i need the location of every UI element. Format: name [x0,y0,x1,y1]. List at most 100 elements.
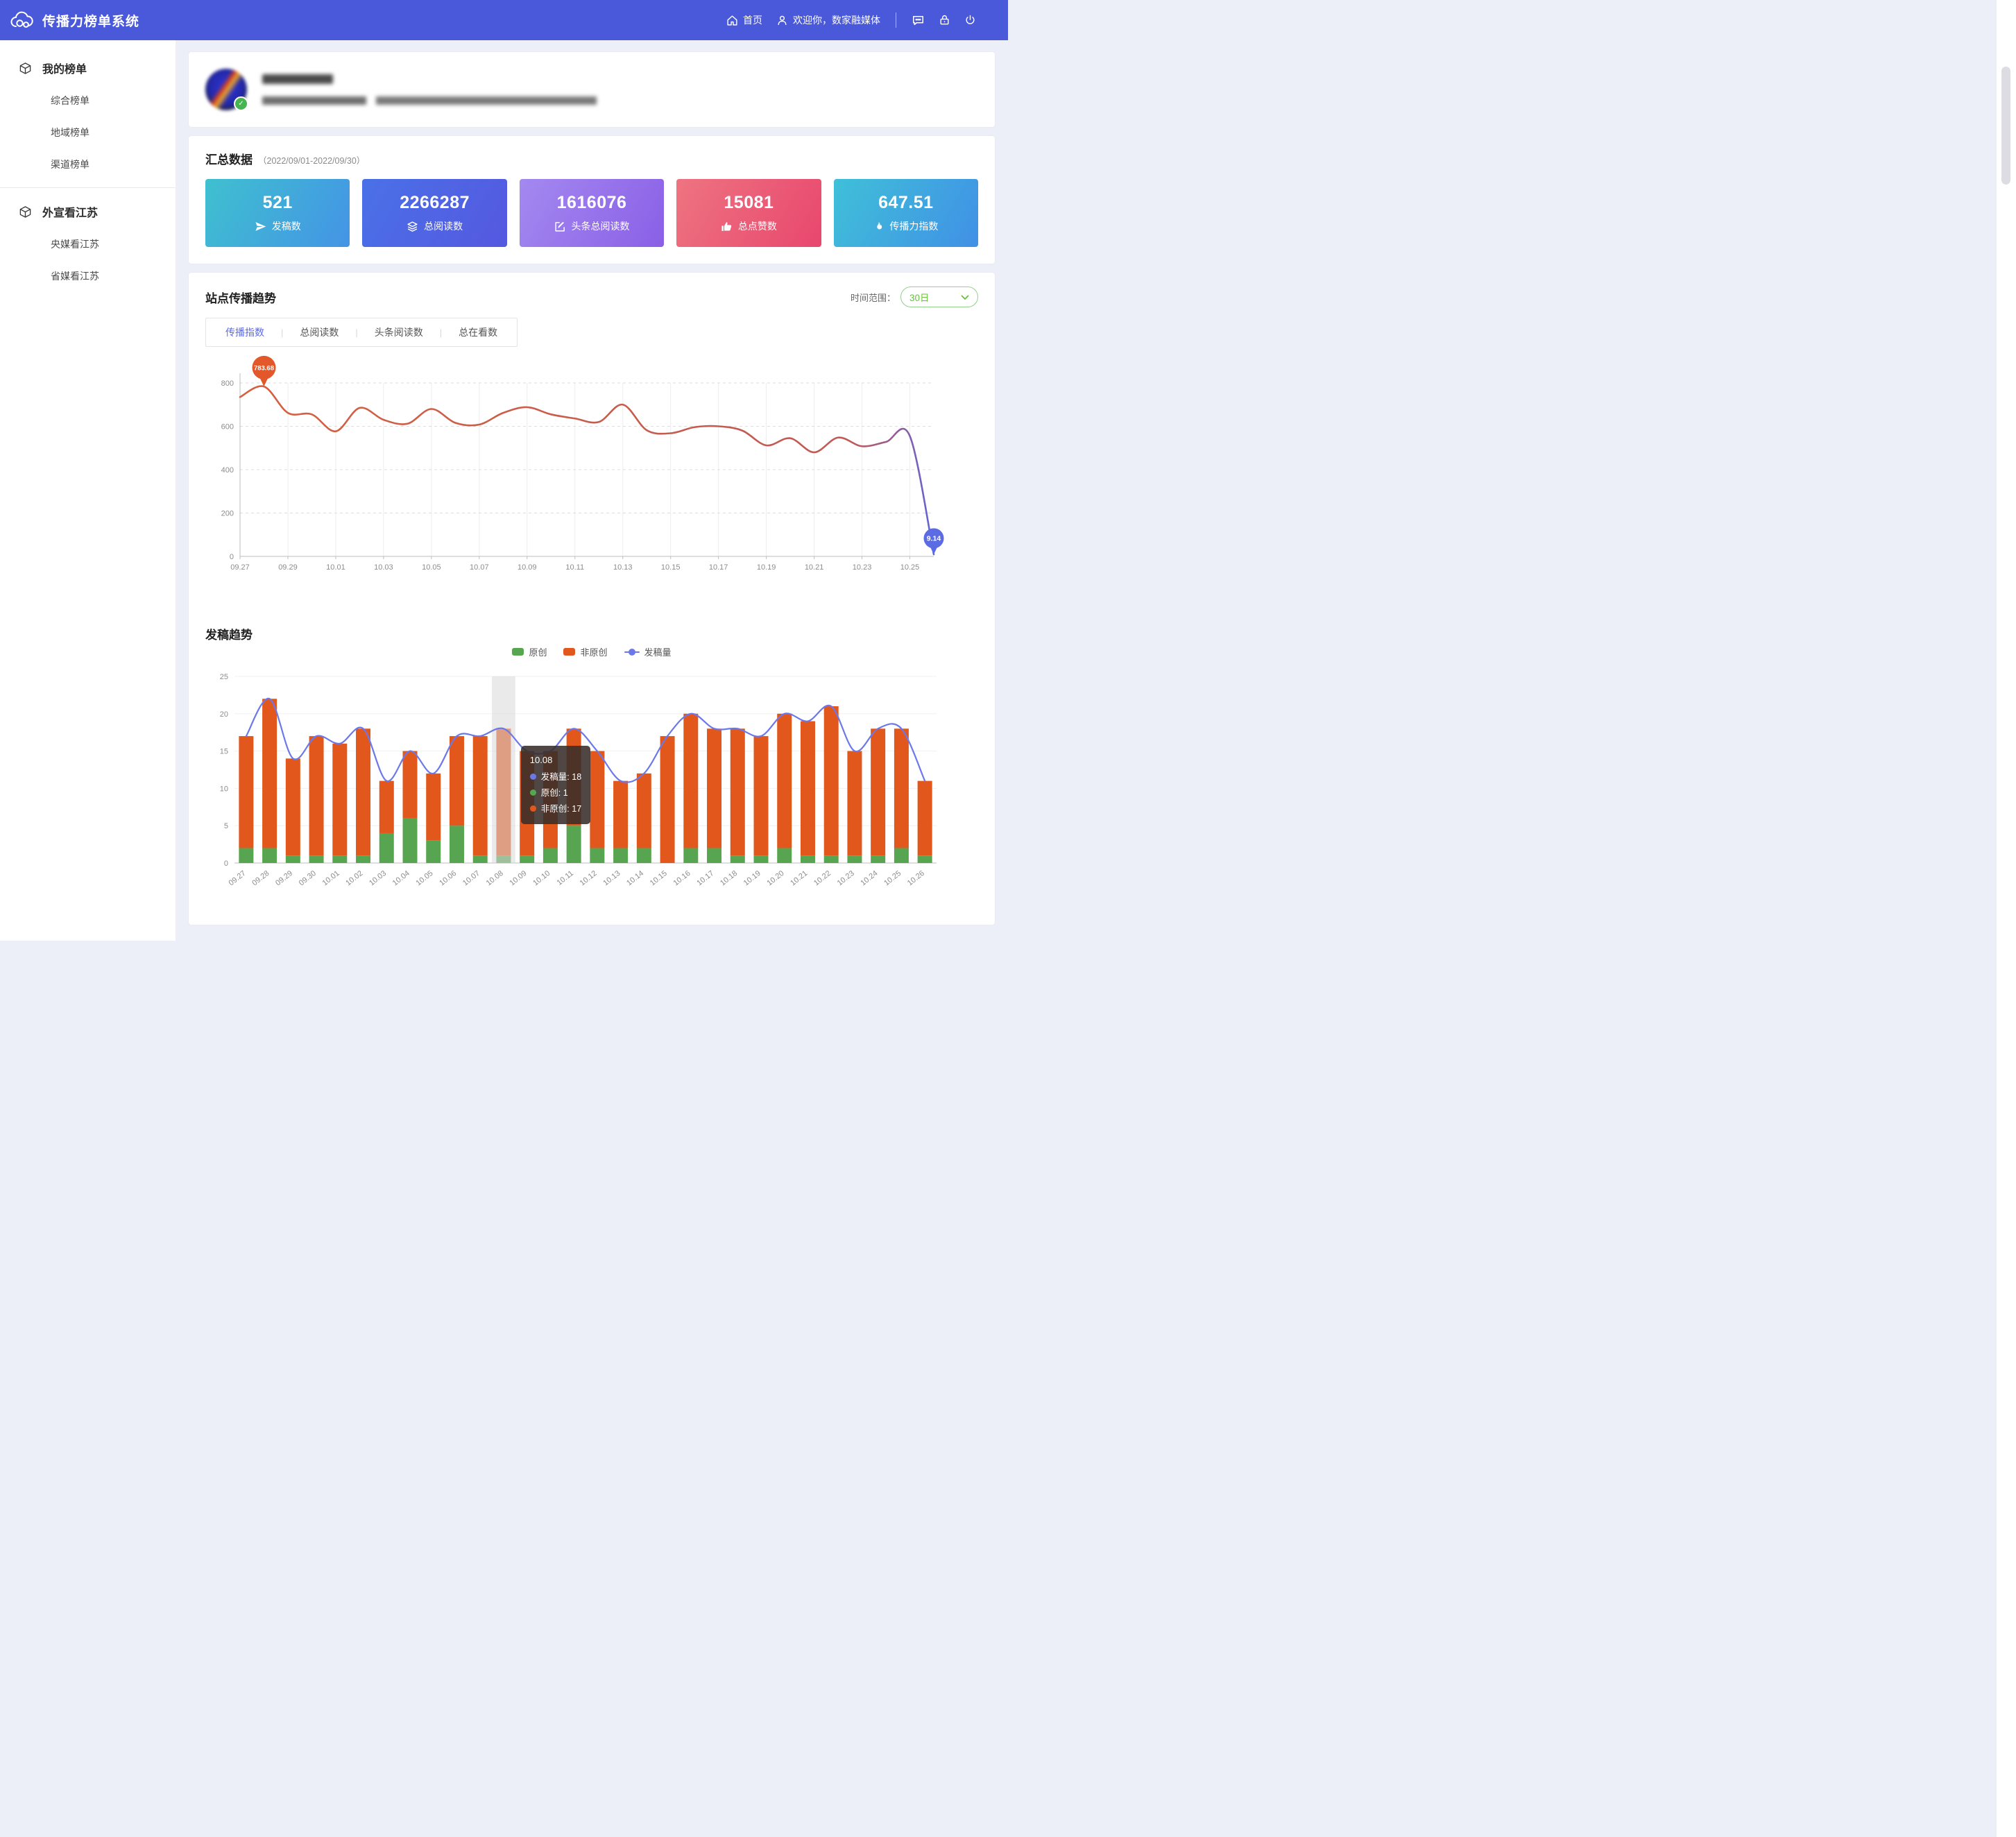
svg-text:10.10: 10.10 [531,869,552,887]
nav-home[interactable]: 首页 [726,13,762,27]
flame-icon [873,221,884,232]
profile-text-blurred [262,74,978,105]
chevron-down-icon [961,292,969,302]
tab-separator: | [355,327,358,338]
stat-card-头条总阅读数: 1616076 头条总阅读数 [519,179,665,247]
publish-bar-chart: 0 5 10 15 20 25 09.27 09.28 09.29 09.30 10.01 10.02… [205,665,978,908]
legend-发稿量[interactable]: 发稿量 [624,645,672,658]
sidebar-item-省媒看江苏[interactable]: 省媒看江苏 [51,271,99,282]
time-range-label: 时间范围： [850,292,896,303]
lock-icon[interactable] [939,14,950,26]
scrollbar-track[interactable] [1996,0,2016,1837]
stat-card-总阅读数: 2266287 总阅读数 [362,179,507,247]
svg-text:10.15: 10.15 [649,869,669,887]
svg-text:0: 0 [224,860,228,868]
svg-text:15: 15 [220,748,228,756]
svg-text:10.03: 10.03 [374,563,393,572]
svg-text:10.17: 10.17 [709,563,728,572]
stat-value: 521 [262,193,293,212]
verified-badge-icon: ✓ [234,96,248,111]
summary-card: 汇总数据 （2022/09/01-2022/09/30） 521 发稿数 22662… [189,136,995,264]
stat-value: 15081 [724,193,774,212]
cube-icon [19,62,32,75]
stat-label: 总点赞数 [737,221,777,232]
stat-label: 传播力指数 [889,221,939,232]
svg-text:10.21: 10.21 [789,869,809,887]
sidebar-item-综合榜单[interactable]: 综合榜单 [51,95,89,106]
user-welcome[interactable]: 欢迎你，数家融媒体 [776,13,880,27]
tab-总阅读数[interactable]: 总阅读数 [300,327,339,338]
stat-card-发稿数: 521 发稿数 [205,179,350,247]
stat-label: 发稿数 [271,221,301,232]
svg-text:10.11: 10.11 [565,563,584,572]
stat-value: 647.51 [878,193,934,212]
nav-home-label: 首页 [743,15,762,26]
sidebar-item-地域榜单[interactable]: 地域榜单 [51,127,89,138]
svg-text:10.01: 10.01 [326,563,345,572]
publish-legend: 原创 非原创 发稿量 [205,645,978,658]
user-icon [776,15,788,26]
scrollbar-thumb[interactable] [2001,67,2010,185]
svg-text:10.19: 10.19 [757,563,776,572]
stat-cards-row: 521 发稿数 2266287 总阅读数 1616076 头条总阅读数 15081 总点赞数 6… [205,179,979,247]
stat-card-总点赞数: 15081 总点赞数 [676,179,821,247]
sidebar-item-渠道榜单[interactable]: 渠道榜单 [51,159,89,170]
profile-card: ✓ [189,52,995,127]
time-range-select[interactable]: 30日 [900,287,978,307]
svg-text:09.27: 09.27 [230,563,250,572]
stat-card-传播力指数: 647.51 传播力指数 [833,179,979,247]
svg-text:600: 600 [221,423,234,432]
tab-传播指数[interactable]: 传播指数 [225,327,264,338]
svg-text:09.27: 09.27 [228,869,248,887]
svg-text:09.30: 09.30 [298,869,318,887]
svg-text:10.13: 10.13 [601,869,622,887]
tab-头条阅读数[interactable]: 头条阅读数 [374,327,423,338]
svg-text:10.20: 10.20 [765,869,785,887]
thumb-up-icon [721,221,733,232]
svg-text:10.07: 10.07 [470,563,489,572]
sidebar-item-央媒看江苏[interactable]: 央媒看江苏 [51,239,99,250]
svg-text:10.21: 10.21 [805,563,824,572]
svg-text:09.28: 09.28 [250,869,271,887]
legend-非原创[interactable]: 非原创 [563,645,608,658]
svg-text:800: 800 [221,379,234,388]
message-icon[interactable] [912,14,925,26]
stat-label: 总阅读数 [424,221,463,232]
summary-title: 汇总数据 [205,153,253,166]
svg-text:200: 200 [221,510,234,518]
svg-text:09.29: 09.29 [278,563,298,572]
paper-plane-icon [255,221,266,232]
svg-text:400: 400 [221,466,234,475]
svg-text:10.16: 10.16 [672,869,692,887]
trend-tabs: 传播指数 | 总阅读数 | 头条阅读数 | 总在看数 [205,318,518,347]
tab-总在看数[interactable]: 总在看数 [459,327,498,338]
svg-text:783.68: 783.68 [254,364,274,372]
profile-description-blurred [262,96,978,105]
svg-text:10.23: 10.23 [853,563,872,572]
svg-text:10.19: 10.19 [742,869,762,887]
time-range-value: 30日 [909,293,930,303]
svg-text:10.17: 10.17 [695,869,715,887]
svg-text:20: 20 [220,710,228,719]
power-icon[interactable] [964,14,976,26]
sidebar-group-我的榜单[interactable]: 我的榜单 [0,51,176,85]
svg-text:10.14: 10.14 [625,869,645,887]
svg-text:10.09: 10.09 [518,563,537,572]
svg-text:10.03: 10.03 [368,869,388,887]
svg-text:10.13: 10.13 [613,563,633,572]
svg-text:10.12: 10.12 [579,869,599,887]
tab-separator: | [281,327,284,338]
cube-icon [19,205,32,219]
legend-原创[interactable]: 原创 [512,645,547,658]
app-header: 传播力榜单系统 首页 欢迎你，数家融媒体 [0,0,1008,40]
main-content: ✓ 汇总数据 （2022/09/01-2022/09/30） 521 发稿数 226… [176,40,1008,941]
svg-text:10.07: 10.07 [461,869,481,887]
svg-text:9.14: 9.14 [927,535,941,543]
summary-date-range: （2022/09/01-2022/09/30） [258,156,366,166]
welcome-text: 欢迎你，数家融媒体 [793,15,880,26]
tab-separator: | [439,327,443,338]
profile-name-blurred [262,74,333,84]
sidebar-group-外宣看江苏[interactable]: 外宣看江苏 [0,195,176,228]
svg-text:5: 5 [224,822,228,830]
svg-text:10.08: 10.08 [485,869,505,887]
